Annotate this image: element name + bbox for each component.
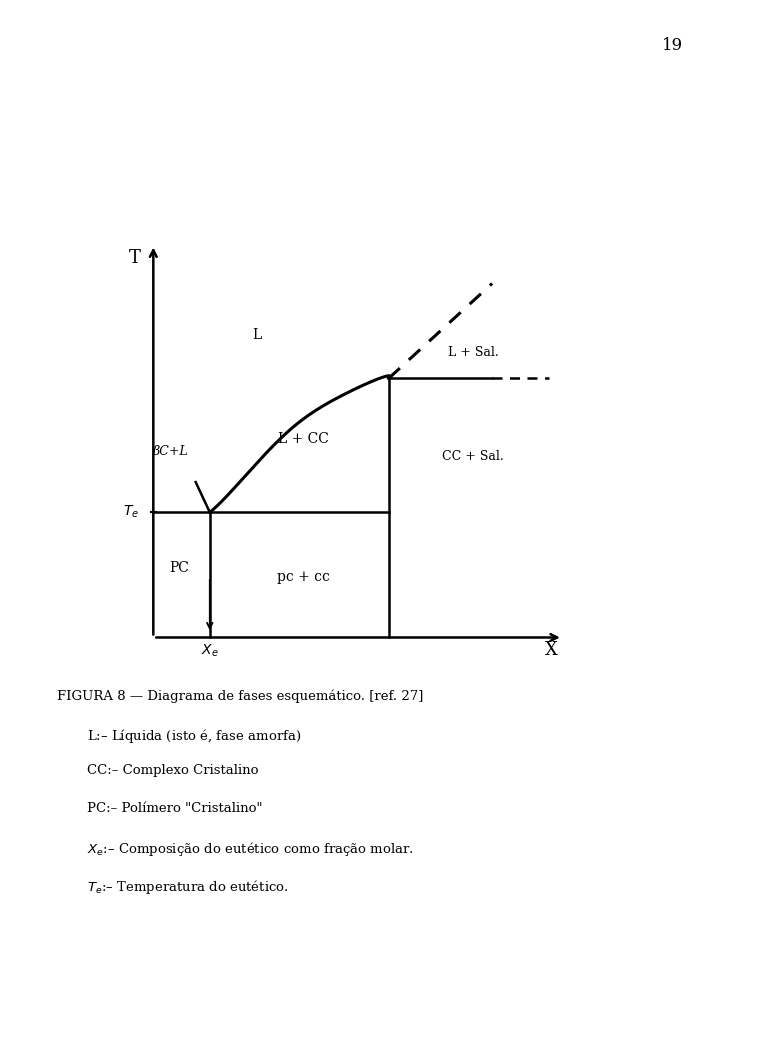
- Text: CC:– Complexo Cristalino: CC:– Complexo Cristalino: [87, 764, 259, 777]
- Text: 19: 19: [662, 37, 683, 54]
- Text: βC+L: βC+L: [152, 445, 187, 458]
- Text: PC: PC: [169, 561, 189, 575]
- Text: $T_e$: $T_e$: [123, 504, 139, 520]
- Text: CC + Sal.: CC + Sal.: [442, 450, 504, 462]
- Text: X: X: [545, 641, 558, 659]
- Text: L + CC: L + CC: [279, 432, 329, 445]
- Text: PC:– Polímero "Cristalino": PC:– Polímero "Cristalino": [87, 802, 263, 815]
- Text: FIGURA 8 — Diagrama de fases esquemático. [ref. 27]: FIGURA 8 — Diagrama de fases esquemático…: [57, 690, 424, 703]
- Text: pc + cc: pc + cc: [278, 570, 330, 584]
- Text: L + Sal.: L + Sal.: [448, 346, 499, 359]
- Text: $T_e$:– Temperatura do eutético.: $T_e$:– Temperatura do eutético.: [87, 878, 289, 896]
- Text: $X_e$: $X_e$: [201, 642, 219, 659]
- Text: $\mathregular{L}$:– Líquida (isto é, fase amorfa): $\mathregular{L}$:– Líquida (isto é, fas…: [87, 727, 301, 744]
- Text: T: T: [128, 249, 140, 266]
- Text: L: L: [252, 329, 261, 342]
- Text: $X_e$:– Composição do eutético como fração molar.: $X_e$:– Composição do eutético como fraç…: [87, 840, 414, 858]
